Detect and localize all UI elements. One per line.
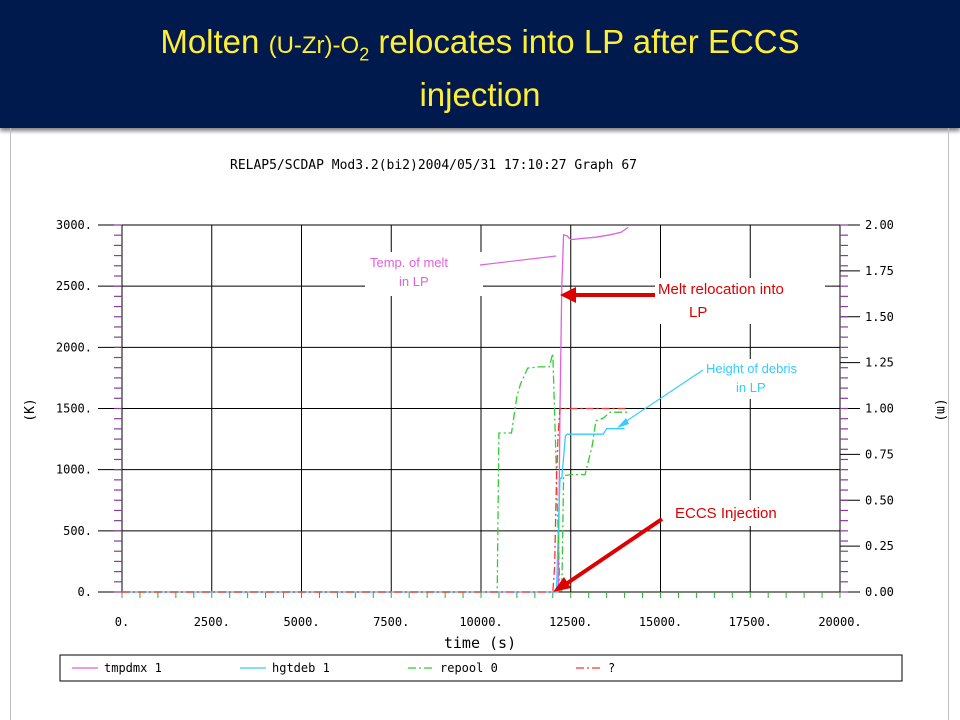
tick-labels: 0. 2500. 5000. 7500. 10000. 12500. 15000. 17500… [56,218,894,629]
y-left-tick-label: 3000. [56,218,92,232]
chart-header: RELAP5/SCDAP Mod3.2(bi2)2004/05/31 17:10… [230,158,637,173]
annotation-eccs-injection: ECCS Injection [553,500,808,592]
annotation-temp-of-melt: Temp. of melt in LP [365,252,557,296]
y-left-tick-label: 500. [63,524,92,538]
legend-label: hgtdeb 1 [272,661,330,675]
y-right-tick-label: 0.50 [865,493,894,507]
annotation-eccs-label: ECCS Injection [675,505,777,522]
y-axis-right-label: (m) [933,398,948,421]
title-species: (U-Zr)-O [268,32,360,59]
y-left-tick-label: 1000. [56,463,92,477]
legend-label: repool 0 [440,661,498,675]
y-axis-left-label: (K) [23,398,38,421]
x-tick-label: 12500. [549,615,592,629]
x-tick-label: 2500. [194,615,230,629]
x-tick-label: 7500. [373,615,409,629]
title-bar: Molten (U-Zr)-O2 relocates into LP after… [0,0,960,128]
annotation-height-line1: Height of debris [706,361,798,376]
y-right-tick-label: 0.25 [865,539,894,553]
y-left-tick-label: 0. [78,585,92,599]
slide-title: Molten (U-Zr)-O2 relocates into LP after… [40,22,920,115]
y-left-tick-label: 2000. [56,340,92,354]
legend-label: ? [608,661,615,675]
x-tick-label: 5000. [283,615,319,629]
annotation-melt-line1: Melt relocation into [658,281,784,298]
x-tick-label: 17500. [729,615,772,629]
title-rest: relocates into LP after ECCS [369,23,800,60]
y-left-tick-label: 1500. [56,402,92,416]
y-right-tick-label: 1.50 [865,310,894,324]
legend: tmpdmx 1 hgtdeb 1 repool 0? [72,661,615,675]
title-subscript: 2 [359,44,370,65]
y-right-tick-label: 1.25 [865,356,894,370]
x-tick-label: 20000. [818,615,861,629]
y-left-tick-label: 2500. [56,279,92,293]
y-right-tick-label: 1.75 [865,264,894,278]
series-line-0 [122,226,629,593]
annotation-melt-relocation: Melt relocation into LP [560,278,825,324]
title-word: Molten [160,23,260,60]
y-right-tick-label: 1.00 [865,402,894,416]
annotation-height-of-debris: Height of debris in LP [617,359,824,428]
chart: 0. 2500. 5000. 7500. 10000. 12500. 15000. 17500… [23,158,948,682]
series-line-3 [122,407,629,593]
y-right-tick-label: 2.00 [865,218,894,232]
title-line2: injection [419,75,541,113]
x-axis-label: time (s) [444,634,516,652]
frame-right-border [948,128,949,720]
annotation-temp-line2: in LP [399,274,429,289]
y-right-tick-label: 0.00 [865,585,894,599]
x-tick-label: 10000. [459,615,502,629]
series-line-1 [122,428,625,593]
legend-box [59,654,903,682]
frame-left-border [10,128,11,720]
y-right-tick-label: 0.75 [865,447,894,461]
annotation-height-line2: in LP [736,380,766,395]
legend-label: tmpdmx 1 [104,661,162,675]
series-layer [122,226,629,593]
annotation-temp-line1: Temp. of melt [370,255,448,270]
x-tick-label: 0. [115,615,129,629]
x-tick-label: 15000. [639,615,682,629]
axis-ticks [98,224,860,598]
series-line-2 [122,353,629,593]
annotation-melt-line2: LP [689,304,707,321]
